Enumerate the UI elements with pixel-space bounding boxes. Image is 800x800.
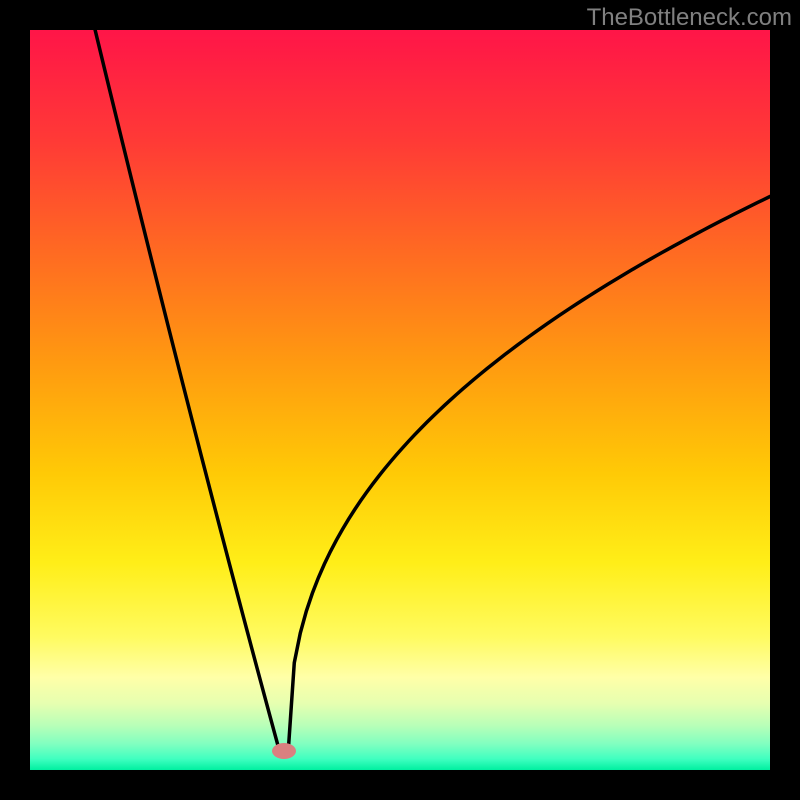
optimal-point-marker bbox=[272, 743, 296, 759]
bottleneck-curve bbox=[30, 30, 770, 770]
chart-plot-area bbox=[30, 30, 770, 770]
watermark-text: TheBottleneck.com bbox=[587, 4, 792, 32]
